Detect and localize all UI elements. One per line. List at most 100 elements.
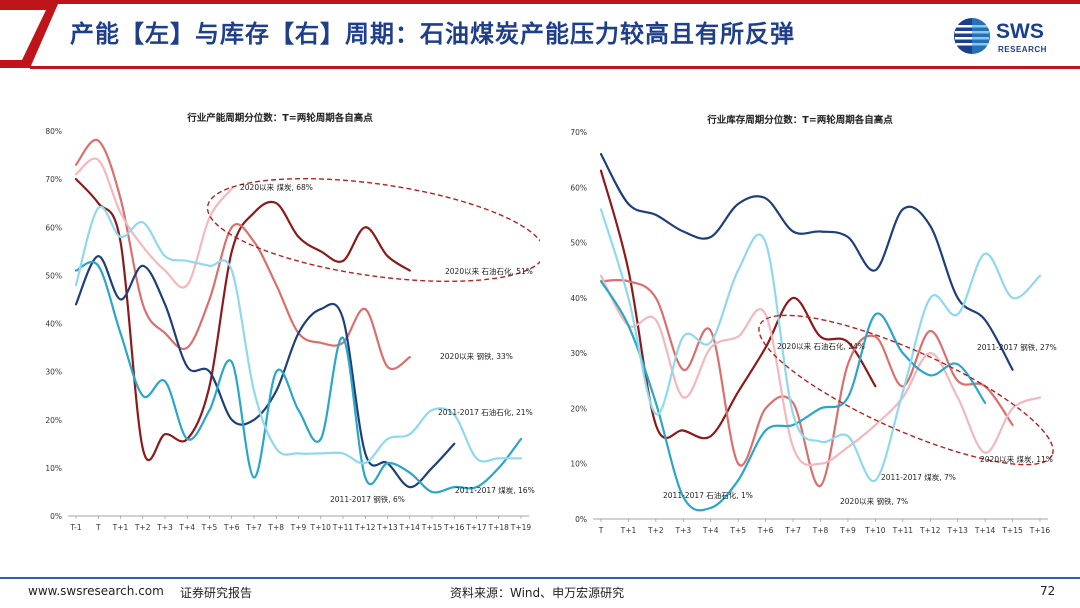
y-tick-label: 40% [45,320,62,329]
data-label: 2020以来 钢铁, 7% [840,496,908,506]
x-tick-label: T+5 [201,523,218,532]
data-label: 2020以来 煤炭, 11% [980,454,1053,464]
x-tick-label: T+8 [267,523,284,532]
y-tick-label: 50% [45,271,62,280]
data-label: 2020以来 石油石化, 24% [777,341,865,351]
series-lines [74,138,523,494]
sws-logo-globe-icon [954,18,990,54]
x-tick-label: T+7 [784,526,801,535]
x-tick-label: T+14 [399,523,421,532]
footer-source: 资料来源：Wind、申万宏源研究 [450,586,625,600]
x-tick-label: T+15 [421,523,443,532]
chart-title: 行业产能周期分位数：T=两轮周期各自高点 [186,112,373,124]
footer-doc-type: 证券研究报告 [180,586,253,600]
x-tick-label: T+5 [729,526,746,535]
data-label: 2011-2017 石油石化, 1% [663,490,753,500]
footer-divider [0,577,1080,579]
data-label: 2011-2017 煤炭, 7% [881,472,956,482]
x-tick-label: T+15 [1001,526,1023,535]
x-tick-label: T+10 [864,526,886,535]
y-tick-label: 60% [45,223,62,232]
x-tick-label: T+12 [354,523,376,532]
x-tick-label: T+1 [112,523,129,532]
y-tick-label: 60% [570,183,587,192]
y-tick-label: 0% [575,515,587,524]
highlight-ellipse [758,314,1054,466]
x-tick-label: T-1 [69,523,82,532]
page-number: 72 [1040,584,1056,598]
annotations: 2020以来 石油石化, 24% 2011-2017 钢铁, 27% 2020以来 … [663,341,1057,506]
x-tick-label: T+14 [974,526,996,535]
x-tick-label: T+9 [839,526,856,535]
x-tick-label: T [95,523,101,532]
series-line-6 [74,205,523,465]
logo-subtext: RESEARCH [998,45,1047,54]
footer-website[interactable]: www.swsresearch.com [28,584,164,598]
y-tick-label: 20% [570,404,587,413]
x-tick-label: T+18 [488,523,510,532]
x-tick-label: T+13 [376,523,398,532]
x-tick-label: T+11 [332,523,354,532]
y-tick-label: 10% [570,460,587,469]
x-tick-label: T+13 [946,526,968,535]
x-tick-label: T+19 [510,523,532,532]
capacity-cycle-chart: 行业产能周期分位数：T=两轮周期各自高点 0% 10% 20% 30% 40% 50% 60… [45,112,540,532]
series-line-4 [599,274,1042,467]
x-tick-label: T+9 [290,523,307,532]
x-axis: T T+1 T+2 T+3 T+4 T+5 T+6 T+7 T+8 T+9 T+10 T+11 T+12… [598,519,1051,535]
series-line-1 [599,153,1014,371]
annotations: 2020以来 煤炭, 68% 2020以来 石油石化, 51% 2020以来 钢铁,… [240,182,535,504]
y-tick-label: 10% [45,464,62,473]
data-label: 2011-2017 石油石化, 21% [438,407,533,417]
data-label: 2020以来 钢铁, 33% [440,351,513,361]
sws-logo: SWS RESEARCH [952,16,1062,60]
y-tick-label: 30% [45,368,62,377]
series-line-2 [74,138,411,370]
logo-text: SWS [996,20,1044,43]
x-tick-label: T+2 [647,526,664,535]
x-axis: T-1 T T+1 T+2 T+3 T+4 T+5 T+6 T+7 T+8 T+9 T+10 T+11 T… [69,516,531,532]
data-label: 2011-2017 钢铁, 6% [330,494,405,504]
x-tick-label: T+17 [465,523,487,532]
data-label: 2020以来 石油石化, 51% [445,266,533,276]
data-label: 2011-2017 钢铁, 27% [977,342,1057,352]
white-banner-inner [0,10,46,60]
chart-title: 行业库存周期分位数：T=两轮周期各自高点 [706,114,893,126]
x-tick-label: T+1 [620,526,637,535]
x-tick-label: T+3 [156,523,173,532]
series-line-1 [74,178,411,462]
inventory-cycle-chart: 行业库存周期分位数：T=两轮周期各自高点 0% 10% 20% 30% 40% 50% 60… [570,114,1057,535]
x-tick-label: T+16 [1029,526,1051,535]
x-tick-label: T+11 [892,526,914,535]
series-lines [599,153,1042,512]
series-line-5 [599,280,987,512]
data-label: 2011-2017 煤炭, 16% [455,485,535,495]
x-tick-label: T+2 [134,523,151,532]
x-tick-label: T+16 [443,523,465,532]
series-line-3 [599,278,1014,487]
x-tick-label: T+8 [812,526,829,535]
y-tick-label: 70% [45,175,62,184]
series-line-6 [599,208,1042,483]
y-tick-label: 40% [570,294,587,303]
x-tick-label: T [598,526,604,535]
series-line-5 [74,260,523,494]
x-tick-label: T+4 [178,523,195,532]
series-line-3 [74,157,233,289]
y-tick-label: 50% [570,239,587,248]
x-tick-label: T+6 [757,526,774,535]
x-tick-label: T+10 [310,523,332,532]
y-tick-label: 30% [570,349,587,358]
y-tick-label: 0% [50,512,62,521]
x-tick-label: T+3 [674,526,691,535]
page-title: 产能【左】与库存【右】周期：石油煤炭产能压力较高且有所反弹 [70,21,795,48]
x-tick-label: T+12 [919,526,941,535]
header-banner [0,0,1080,69]
x-tick-label: T+6 [223,523,240,532]
data-label: 2020以来 煤炭, 68% [240,182,313,192]
x-tick-label: T+7 [245,523,262,532]
x-tick-label: T+4 [702,526,719,535]
series-line-2 [599,169,877,440]
y-tick-label: 70% [570,128,587,137]
y-tick-label: 20% [45,416,62,425]
